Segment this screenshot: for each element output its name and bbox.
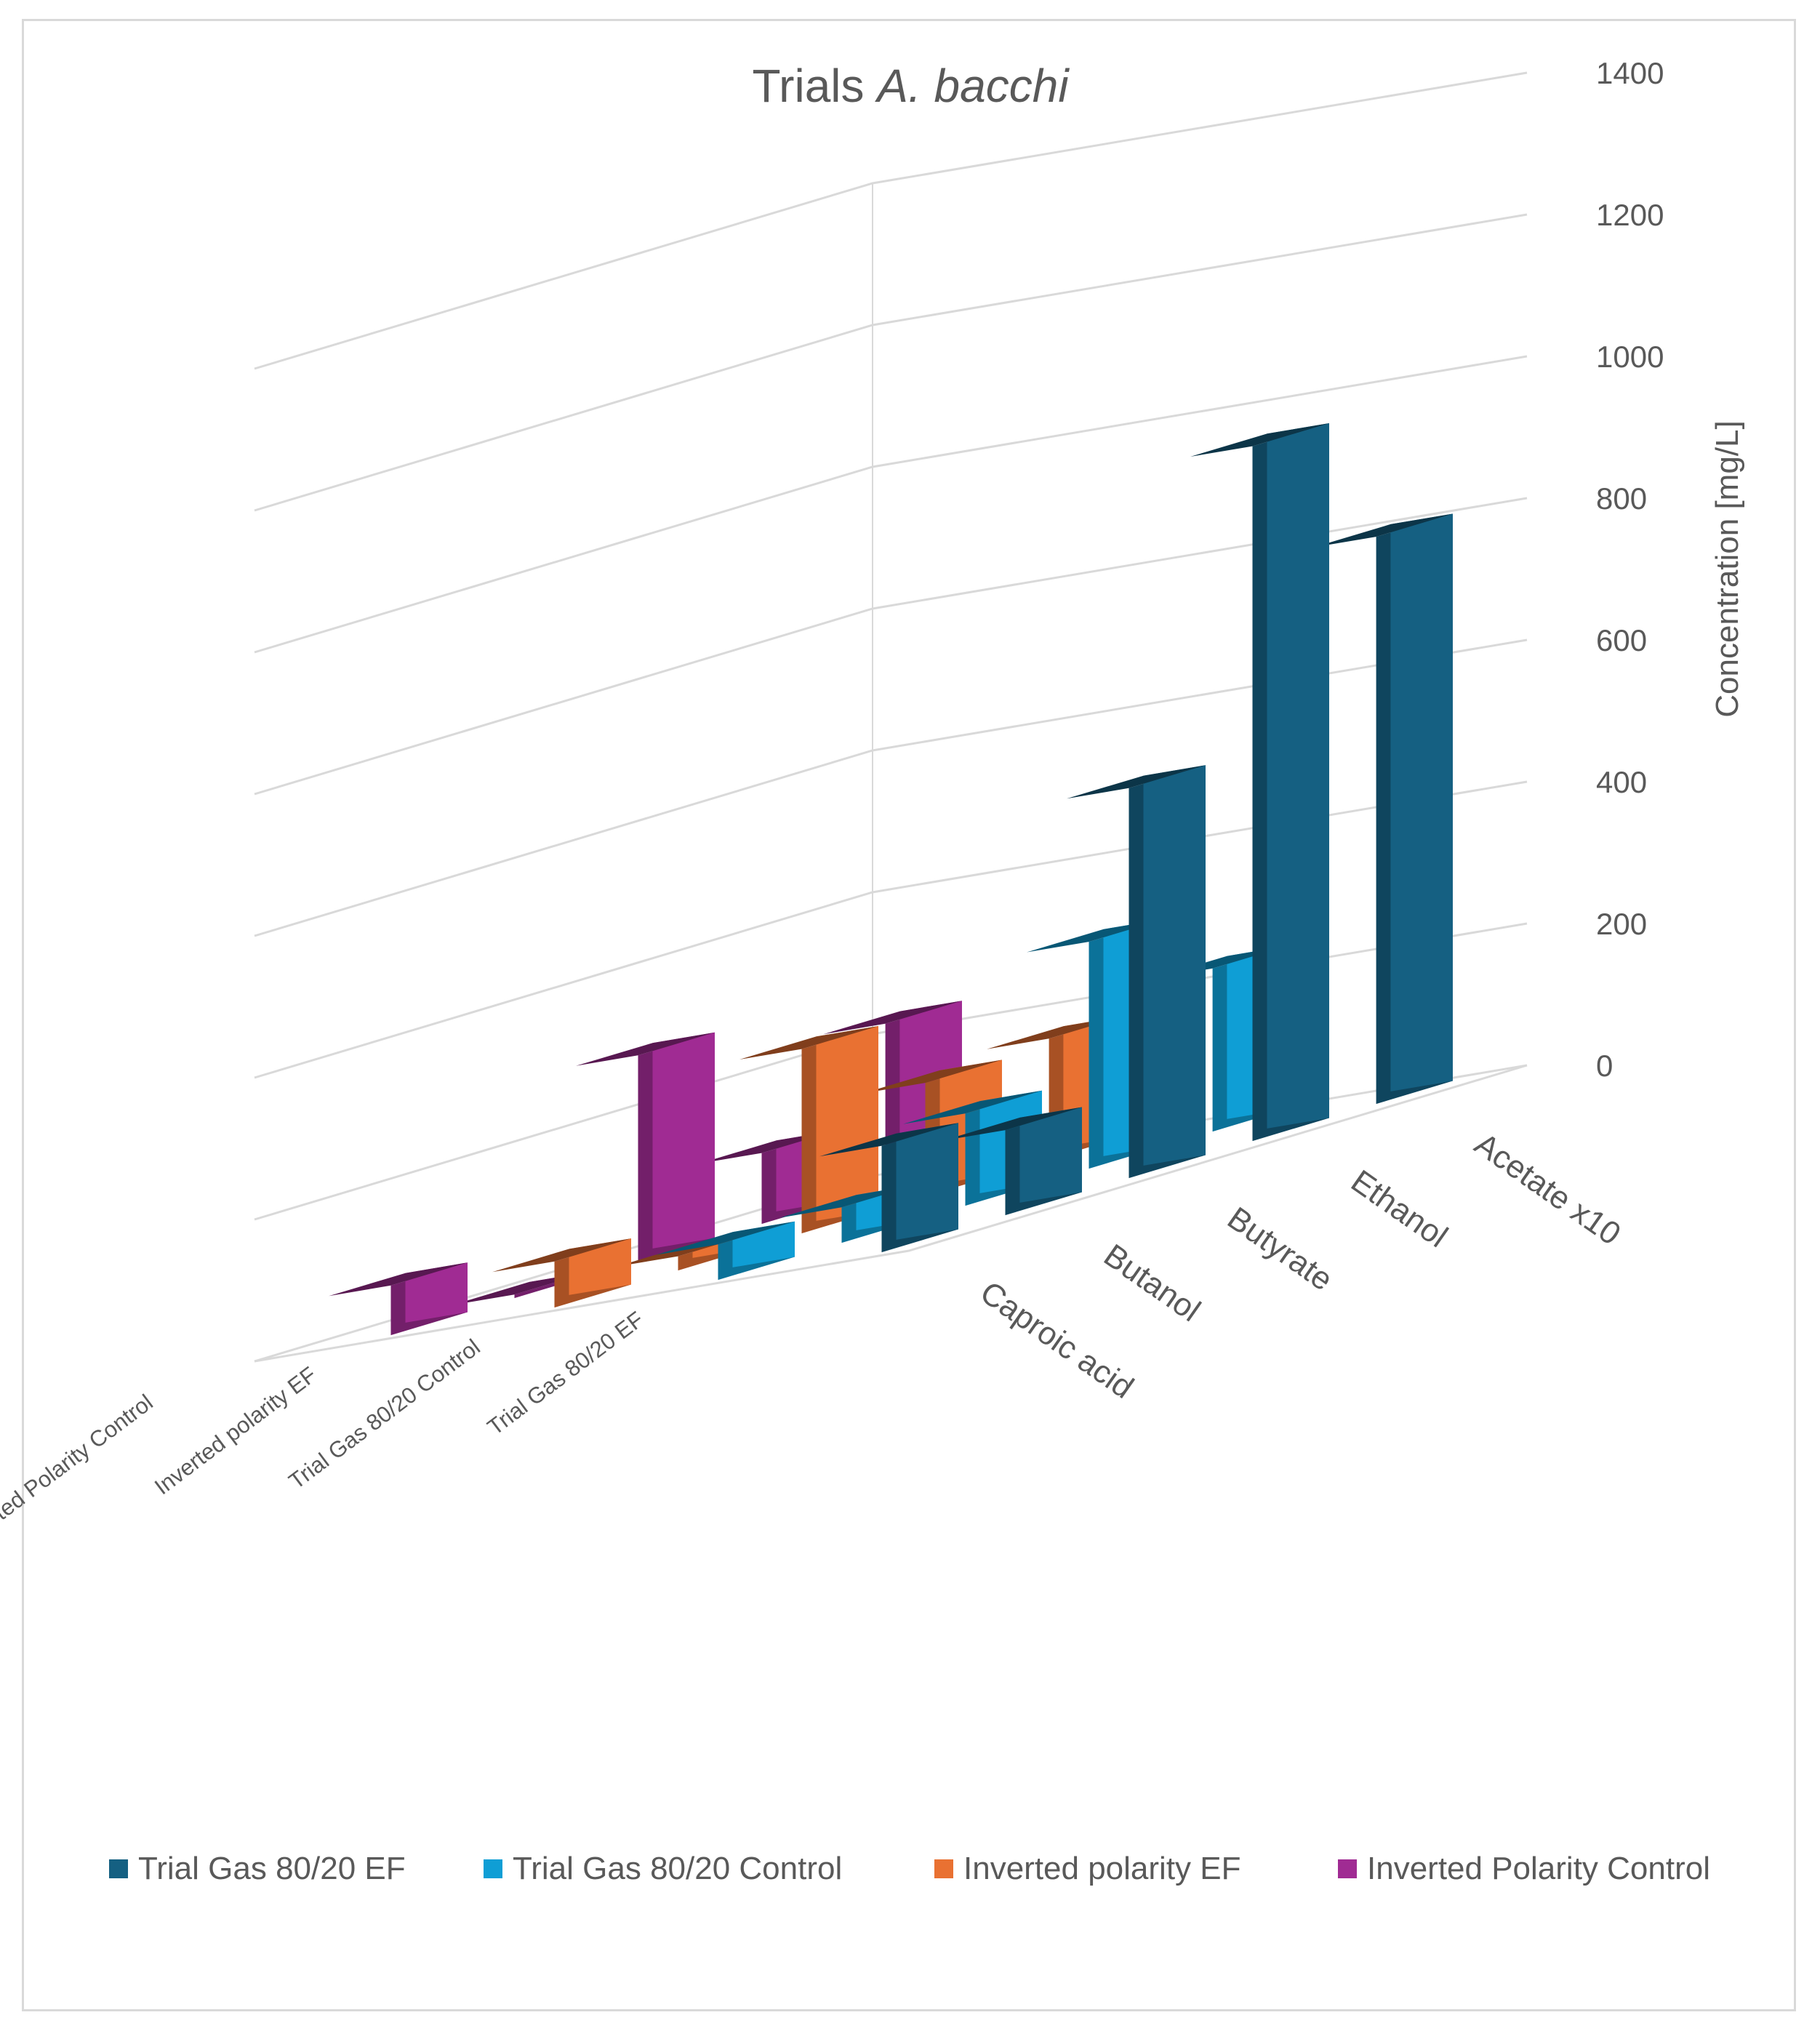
chart-title: Trials A. bacchi — [752, 60, 1070, 112]
bar-face-side — [896, 1123, 958, 1240]
bar-face-top — [1314, 513, 1453, 548]
bar — [1314, 513, 1453, 1105]
bar-face-side — [1019, 1107, 1082, 1203]
bar-face-top — [1067, 765, 1206, 799]
category-axis-label: Butanol — [1097, 1238, 1206, 1329]
bar-face-side — [816, 1026, 878, 1221]
bar — [1067, 765, 1206, 1179]
gridline — [254, 355, 1528, 654]
floor-edge — [254, 1064, 1528, 1363]
category-axis-label: Caproic acid — [974, 1275, 1139, 1406]
legend-item-inverted-ef: Inverted polarity EF — [934, 1847, 1241, 1891]
gridline — [254, 213, 1528, 512]
series-axis-label: Trial Gas 80/20 Control — [284, 1334, 485, 1494]
chart-title-plain: Trials — [752, 60, 877, 112]
z-tick-label: 1400 — [1596, 56, 1664, 90]
bar-face-top — [576, 1032, 715, 1066]
bar-face-top — [863, 1059, 1002, 1094]
chart-title-italic: A. bacchi — [874, 60, 1070, 112]
gridline — [254, 638, 1528, 937]
z-tick-label: 1200 — [1596, 198, 1664, 232]
legend-item-inverted-control: Inverted Polarity Control — [1338, 1847, 1710, 1891]
bar-face-top — [1190, 423, 1329, 457]
category-axis-label: Butyrate — [1221, 1201, 1339, 1298]
legend-label: Trial Gas 80/20 EF — [138, 1851, 406, 1886]
bar-face-side — [1143, 765, 1206, 1166]
legend-item-trial-ef: Trial Gas 80/20 EF — [109, 1847, 406, 1891]
bar-face-side — [405, 1262, 468, 1323]
legend-label: Inverted Polarity Control — [1367, 1851, 1710, 1886]
legend-label: Inverted polarity EF — [963, 1851, 1241, 1886]
bar — [819, 1123, 958, 1253]
bar-face-side — [1390, 513, 1453, 1091]
bar-face-top — [492, 1238, 631, 1273]
z-tick-label: 800 — [1596, 481, 1647, 516]
bar — [656, 1221, 795, 1281]
bar-face-top — [739, 1026, 878, 1059]
bar-face-top — [329, 1262, 468, 1297]
legend-swatch — [1338, 1859, 1357, 1878]
z-tick-label: 0 — [1596, 1049, 1613, 1083]
chart-frame — [22, 19, 1796, 2011]
bar — [329, 1262, 468, 1336]
bar-face-top — [903, 1090, 1042, 1124]
z-tick-label: 200 — [1596, 907, 1647, 941]
bar-face-top — [823, 1001, 962, 1035]
bars — [329, 423, 1453, 1336]
bar-face-side — [569, 1238, 631, 1295]
legend-label: Trial Gas 80/20 Control — [513, 1851, 843, 1886]
z-tick-label: 1000 — [1596, 340, 1664, 374]
category-axis-label: Ethanol — [1344, 1163, 1454, 1255]
legend: Trial Gas 80/20 EF Trial Gas 80/20 Contr… — [0, 1847, 1820, 1905]
gridline — [254, 71, 1528, 370]
legend-item-trial-control: Trial Gas 80/20 Control — [484, 1847, 842, 1891]
bar — [739, 1026, 878, 1234]
bar-face-top — [819, 1123, 958, 1157]
z-axis-title: Concentration [mg/L] — [1709, 420, 1745, 717]
bar-face-side — [652, 1032, 715, 1249]
z-tick-label: 400 — [1596, 765, 1647, 799]
bar — [1190, 423, 1329, 1142]
legend-swatch — [484, 1859, 502, 1878]
series-axis-label: Trial Gas 80/20 EF — [483, 1307, 649, 1441]
bar-face-top — [656, 1221, 795, 1255]
bar-face-top — [943, 1107, 1082, 1141]
bar — [943, 1107, 1082, 1216]
bar — [576, 1032, 715, 1262]
z-tick-label: 600 — [1596, 623, 1647, 657]
legend-swatch — [109, 1859, 128, 1878]
z-axis-ticks: 0 200 400 600 800 1000 1200 1400 — [1596, 56, 1664, 1083]
series-axis-label: Inverted Polarity Control — [0, 1390, 158, 1555]
bar — [492, 1238, 631, 1308]
category-axis-label: Acetate x10 — [1468, 1126, 1627, 1252]
legend-swatch — [934, 1859, 953, 1878]
bar-face-side — [1267, 423, 1329, 1129]
